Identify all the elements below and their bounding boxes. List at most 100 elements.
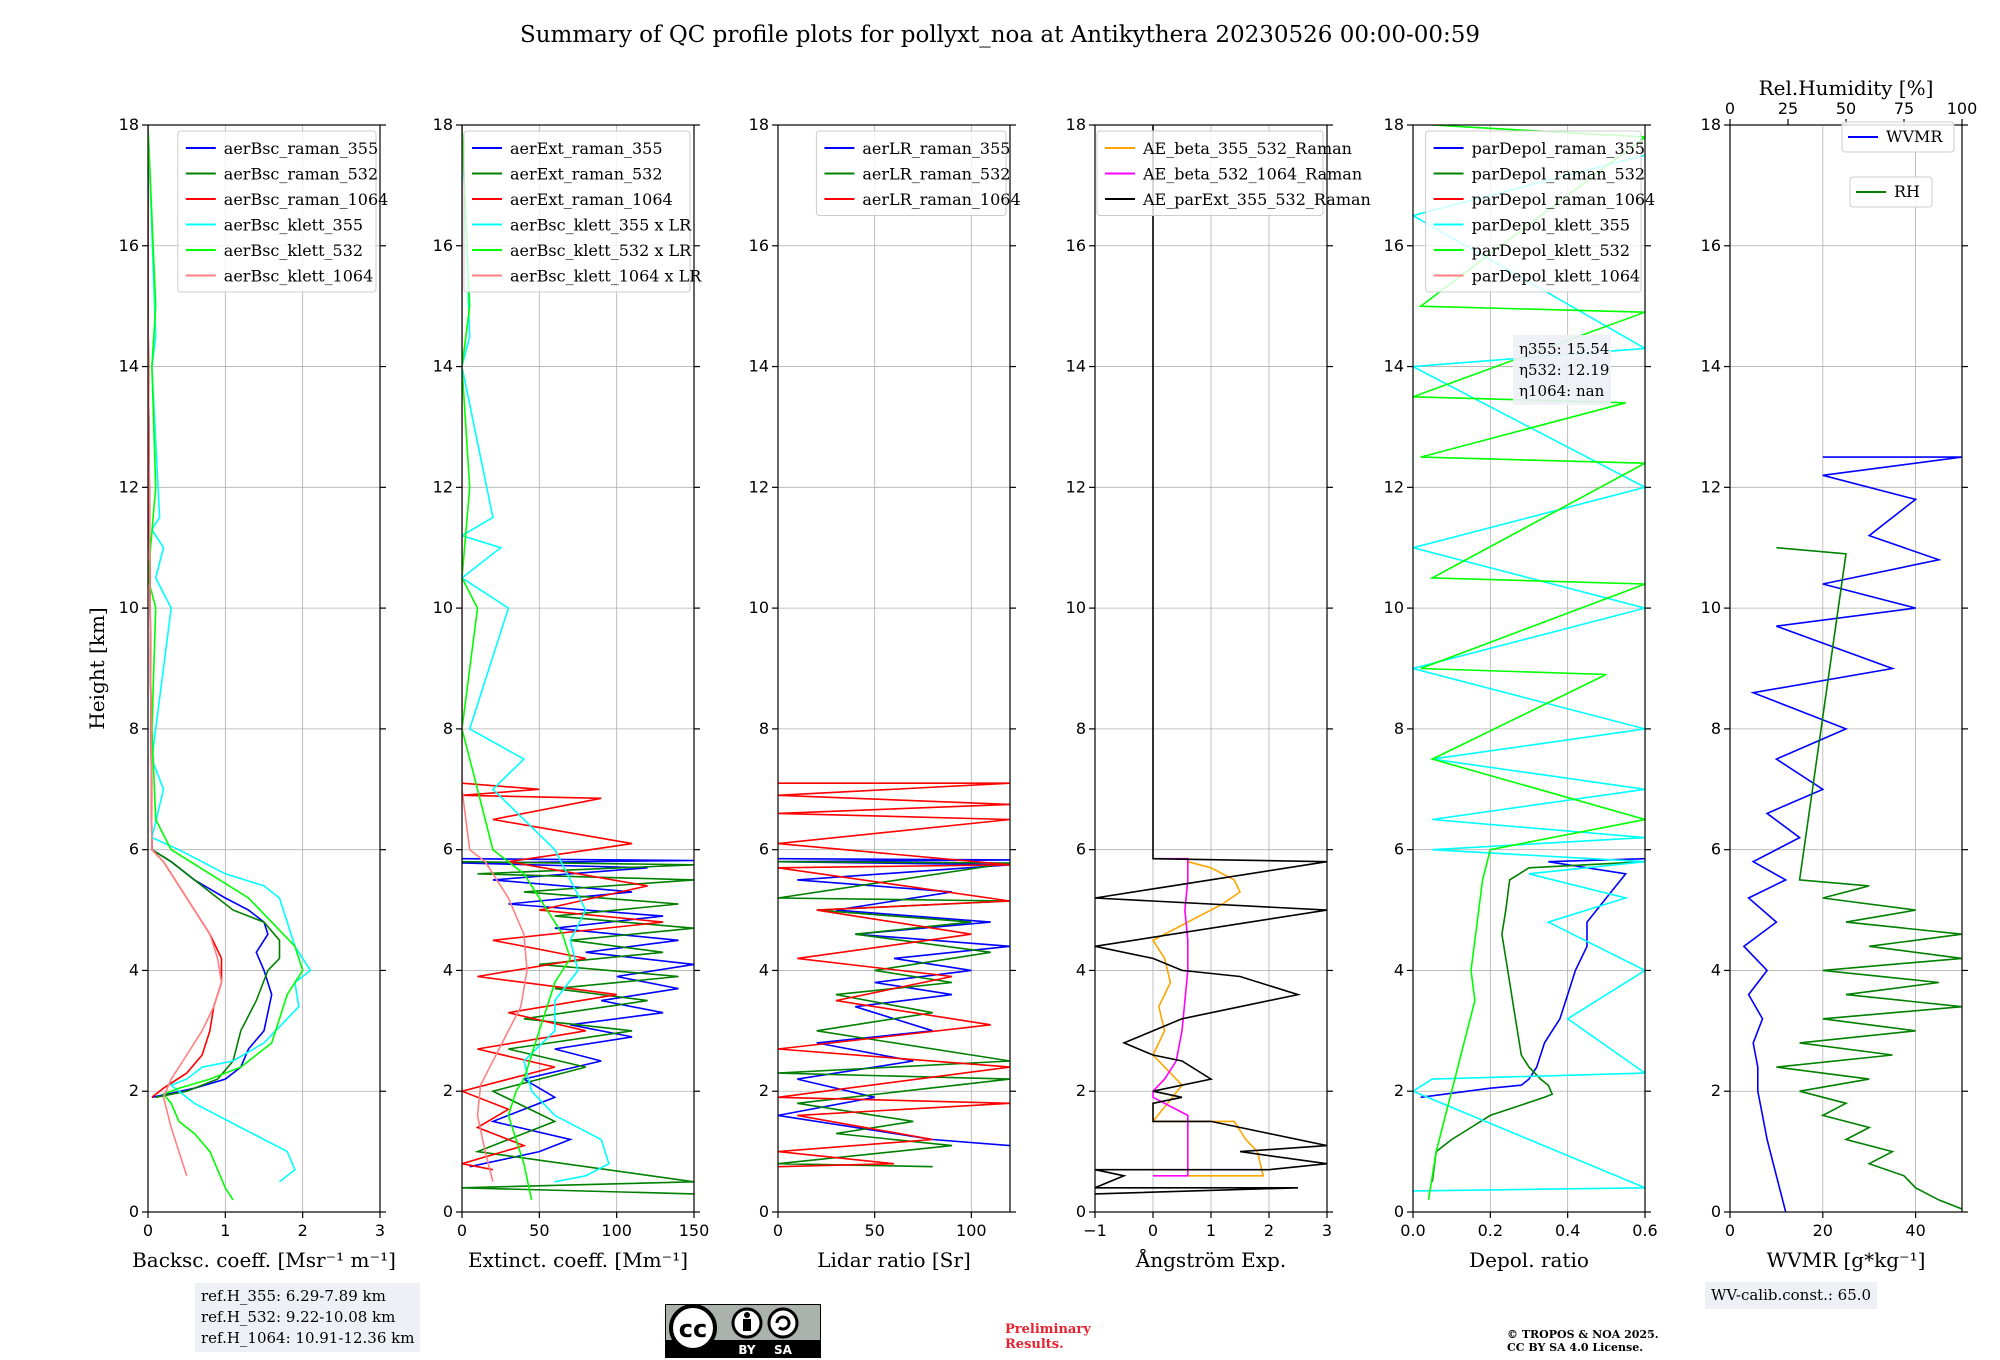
y-tick-label: 4 [129,960,139,979]
y-tick-label: 4 [1711,960,1721,979]
y-tick-label: 6 [1076,840,1086,859]
legend-entry-label: AE_beta_355_532_Raman [1142,139,1352,158]
x-tick-label: −1 [1083,1221,1107,1240]
y-tick-label: 2 [1076,1081,1086,1100]
series-line-WVMR [1742,456,1962,1212]
y-tick-label: 8 [759,719,769,738]
x-tick-label: 0 [143,1221,153,1240]
x-tick-label: 3 [375,1221,385,1240]
copyright-line-2: CC BY SA 4.0 License. [1507,1341,1644,1354]
y-tick-label: 14 [119,357,139,376]
legend: AE_beta_355_532_Raman AE_beta_532_1064_Ra… [1096,130,1371,216]
legend-entry-label: AE_beta_532_1064_Raman [1142,165,1362,184]
ref-height-532: ref.H_532: 9.22-10.08 km [201,1308,396,1326]
series-line-aerLR-raman-355 [778,857,1010,1147]
figure-title: Summary of QC profile plots for pollyxt_… [519,22,1481,48]
y-tick-label: 6 [759,840,769,859]
y-tick-label: 12 [1701,477,1721,496]
y-tick-label: 2 [759,1081,769,1100]
y-tick-label: 10 [119,598,139,617]
reference-height-box: ref.H_355: 6.29-7.89 km ref.H_532: 9.22-… [195,1283,421,1352]
y-tick-label: 2 [1394,1081,1404,1100]
top-x-tick-label: 50 [1836,99,1856,118]
y-tick-label: 10 [1701,598,1721,617]
legend-entry-label: WVMR [1886,127,1943,146]
y-tick-label: 6 [443,840,453,859]
legend-entry-label: aerBsc_klett_1064 x LR [510,267,702,286]
legend-entry-label: parDepol_klett_355 [1472,216,1630,235]
eta-value: η1064: nan [1519,382,1605,400]
y-axis-label: Height [km] [85,607,109,729]
svg-text:cc: cc [679,1315,707,1343]
x-tick-label: 3 [1322,1221,1332,1240]
top-x-tick-label: 25 [1778,99,1798,118]
x-axis-label: Backsc. coeff. [Msr⁻¹ m⁻¹] [132,1248,396,1272]
y-tick-label: 10 [749,598,769,617]
y-tick-label: 8 [1394,719,1404,738]
preliminary-note: Preliminary Results. [1005,1322,1091,1352]
y-tick-label: 18 [1384,115,1404,134]
legend: aerLR_raman_355 aerLR_raman_532 aerLR_rama… [815,130,1021,216]
y-tick-label: 2 [129,1081,139,1100]
ref-height-355: ref.H_355: 6.29-7.89 km [201,1287,386,1305]
wv-calibration-box: WV-calib.const.: 65.0 [1705,1282,1878,1309]
y-tick-label: 18 [1701,115,1721,134]
x-tick-label: 20 [1813,1221,1833,1240]
x-axis-label: Depol. ratio [1469,1248,1589,1272]
legend-entry-label: aerExt_raman_1064 [510,190,673,209]
legend: aerBsc_raman_355 aerBsc_raman_532 aerBsc_r… [177,130,389,293]
x-tick-label: 0.2 [1478,1221,1503,1240]
x-tick-label: 1 [220,1221,230,1240]
y-tick-label: 16 [119,236,139,255]
y-tick-label: 4 [1076,960,1086,979]
x-tick-label: 50 [529,1221,549,1240]
y-tick-label: 8 [129,719,139,738]
legend-entry-label: aerExt_raman_355 [510,139,663,158]
top-x-tick-label: 0 [1725,99,1735,118]
copyright-note: © TROPOS & NOA 2025. CC BY SA 4.0 Licens… [1507,1328,1659,1354]
y-tick-label: 4 [1394,960,1404,979]
legend-entry-label: RH [1894,182,1920,201]
series-line-parDepol-raman-355 [1420,857,1645,1099]
y-tick-label: 4 [443,960,453,979]
legend: parDepol_raman_355 parDepol_raman_532 parD… [1425,130,1655,293]
legend-rh: RH [1849,176,1933,208]
legend-entry-label: aerBsc_raman_1064 [224,190,389,209]
panel-lidar-ratio: 0 2 4 6 8 10 12 14 16 18 0 50 100 Lidar ratio [Sr] aer… [749,115,1021,1272]
y-tick-label: 12 [1384,477,1404,496]
y-tick-label: 16 [1701,236,1721,255]
y-tick-label: 16 [1384,236,1404,255]
x-axis-label: Extinct. coeff. [Mm⁻¹] [468,1248,688,1272]
x-tick-label: 100 [956,1221,987,1240]
y-tick-label: 0 [1076,1202,1086,1221]
y-tick-label: 16 [1066,236,1086,255]
y-tick-label: 6 [1711,840,1721,859]
legend: aerExt_raman_355 aerExt_raman_532 aerExt_r… [463,130,702,293]
y-tick-label: 18 [433,115,453,134]
top-x-axis-label: Rel.Humidity [%] [1759,76,1934,100]
y-tick-label: 14 [1384,357,1404,376]
panel-frame [461,124,695,1213]
panel-frame [777,124,1011,1213]
y-tick-label: 18 [749,115,769,134]
legend-entry-label: aerBsc_klett_1064 [224,267,373,286]
badge-by-label: BY [738,1343,755,1357]
y-tick-label: 12 [1066,477,1086,496]
y-tick-label: 8 [443,719,453,738]
series-line-AE-parExt-355-532-Raman [1095,125,1327,1195]
x-tick-label: 0.6 [1632,1221,1657,1240]
x-tick-label: 0 [1148,1221,1158,1240]
y-tick-label: 10 [1384,598,1404,617]
series-line-aerBsc-klett-355-x-LR [462,125,610,1183]
y-tick-label: 16 [433,236,453,255]
ref-height-1064: ref.H_1064: 10.91-12.36 km [201,1329,415,1347]
y-tick-label: 4 [759,960,769,979]
x-tick-label: 1 [1206,1221,1216,1240]
y-tick-label: 0 [443,1202,453,1221]
badge-sa-label: SA [774,1343,793,1357]
legend-wvmr: WVMR [1841,121,1955,153]
legend-entry-label: parDepol_raman_532 [1472,165,1645,184]
legend-entry-label: aerBsc_klett_355 [224,216,363,235]
